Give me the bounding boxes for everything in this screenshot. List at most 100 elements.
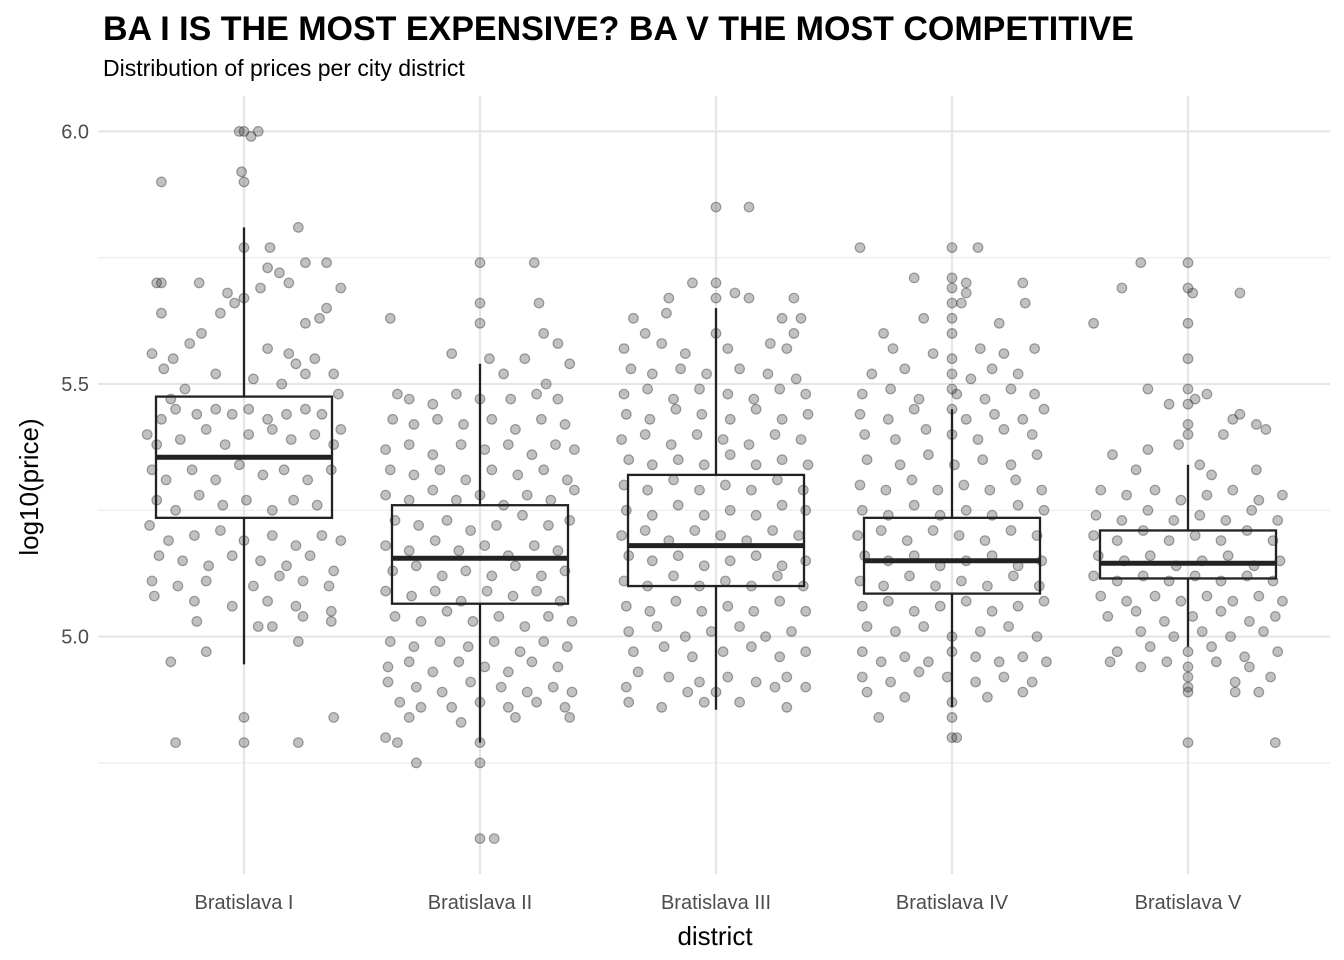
data-point (906, 474, 918, 486)
data-point (720, 575, 731, 587)
data-point (403, 545, 415, 557)
data-point (238, 176, 250, 188)
data-point (960, 595, 972, 607)
data-point (155, 277, 167, 289)
data-point (623, 454, 635, 466)
data-point (285, 434, 297, 445)
data-point (328, 368, 340, 380)
data-point (1008, 570, 1019, 582)
x-tick-label: Bratislava III (661, 892, 771, 914)
data-point (219, 439, 231, 451)
data-point (1182, 681, 1194, 693)
box-2 (390, 363, 570, 743)
data-point (1220, 515, 1232, 526)
data-point (274, 267, 285, 279)
data-point (408, 469, 420, 481)
data-point (566, 686, 578, 698)
data-point (705, 626, 717, 637)
data-point (986, 363, 998, 375)
data-point (1005, 459, 1017, 471)
data-point (184, 338, 196, 349)
data-point (569, 484, 580, 496)
data-point (410, 560, 422, 572)
data-point (800, 555, 812, 567)
data-point (1250, 464, 1262, 476)
data-point (1116, 282, 1128, 294)
data-point (155, 307, 167, 319)
data-point (734, 696, 745, 708)
data-point (453, 656, 465, 668)
data-point (380, 540, 392, 551)
data-point (918, 621, 930, 632)
data-point (890, 434, 901, 445)
data-point (960, 413, 972, 425)
data-point (1182, 661, 1194, 673)
data-point (1272, 646, 1284, 658)
data-point (724, 504, 736, 516)
data-point (1250, 419, 1262, 430)
data-point (1182, 429, 1194, 440)
data-point (642, 383, 653, 395)
data-point (729, 287, 741, 299)
data-point (281, 560, 292, 572)
data-point (163, 535, 174, 546)
data-point (564, 515, 576, 526)
data-point (1269, 737, 1281, 748)
data-point (526, 449, 538, 461)
data-point (328, 439, 340, 451)
data-point (946, 297, 958, 309)
data-point (410, 681, 422, 693)
data-point (1196, 626, 1208, 637)
data-point (946, 383, 958, 395)
data-point (217, 499, 229, 511)
data-point (885, 383, 896, 395)
data-point (1182, 737, 1194, 748)
data-point (141, 429, 153, 440)
data-point (191, 408, 203, 420)
y-tick-label: 5.5 (61, 374, 89, 396)
data-point (675, 363, 686, 375)
data-point (698, 560, 710, 572)
data-point (200, 646, 212, 658)
data-point (408, 419, 420, 430)
data-point (177, 555, 189, 567)
data-point (722, 388, 734, 400)
data-point (193, 277, 205, 289)
data-point (1269, 611, 1281, 622)
data-point (1182, 419, 1194, 430)
data-point (432, 413, 443, 425)
data-point (1168, 631, 1180, 642)
data-point (434, 464, 446, 476)
data-point (781, 671, 793, 683)
data-point (229, 297, 241, 309)
data-point (538, 464, 550, 476)
data-point (776, 454, 788, 466)
data-point (155, 176, 167, 188)
data-point (946, 732, 958, 743)
data-point (694, 383, 705, 395)
data-point (986, 605, 998, 617)
data-point (1253, 494, 1265, 506)
data-point (941, 671, 953, 683)
data-point (878, 328, 889, 339)
data-point (710, 201, 722, 213)
data-point (196, 328, 207, 339)
chart-title: BA I IS THE MOST EXPENSIVE? BA V THE MOS… (103, 10, 1134, 48)
data-point (1217, 429, 1229, 440)
data-point (462, 641, 474, 653)
data-point (243, 403, 255, 415)
data-point (1029, 343, 1040, 355)
data-point (908, 605, 920, 617)
data-point (1149, 484, 1161, 496)
data-point (746, 641, 757, 653)
data-point (698, 509, 710, 521)
data-point (302, 474, 314, 486)
data-point (795, 434, 807, 445)
data-point (1026, 429, 1038, 440)
data-point (536, 413, 547, 425)
data-point (1222, 550, 1234, 562)
data-point (1229, 686, 1241, 698)
y-axis-ticks: 5.0 5.5 6.0 (61, 121, 89, 648)
data-point (717, 434, 729, 445)
data-point (750, 676, 762, 688)
